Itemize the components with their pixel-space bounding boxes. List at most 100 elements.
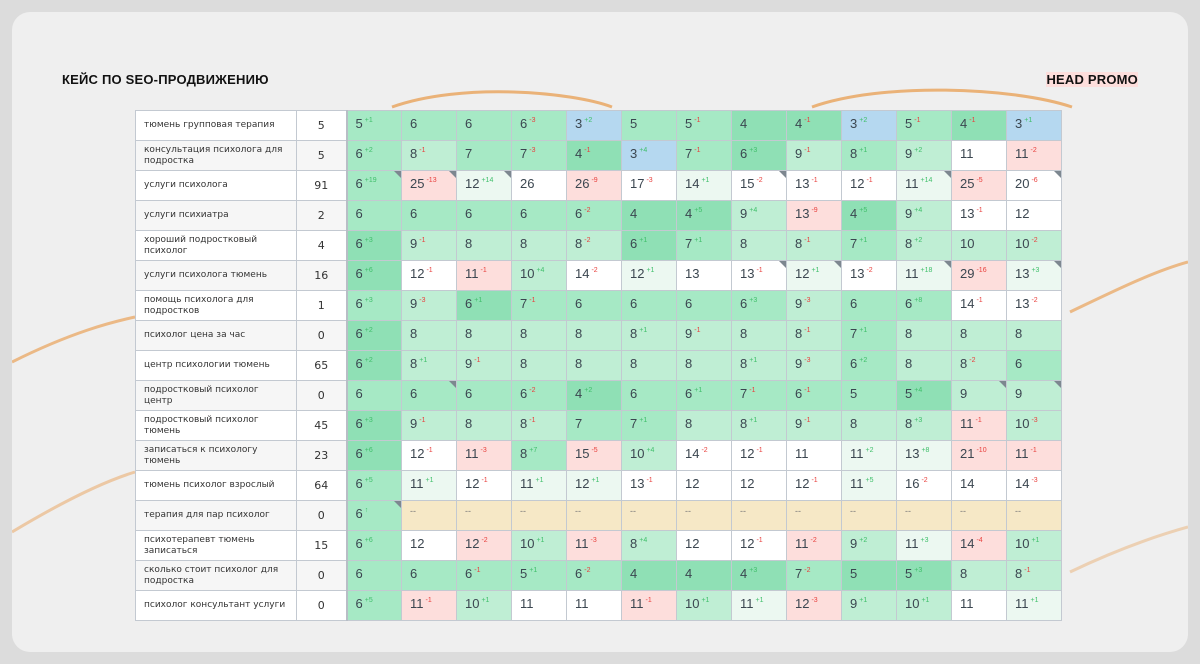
position-cell[interactable]: 12 -1 [731, 440, 787, 471]
position-cell[interactable]: 11 +14 [896, 170, 952, 201]
position-cell[interactable]: 13 [676, 260, 732, 291]
position-cell[interactable]: 7 -1 [511, 290, 567, 321]
position-cell[interactable]: 6 [401, 110, 457, 141]
position-cell[interactable]: 7 -1 [731, 380, 787, 411]
position-cell[interactable]: 8 +1 [401, 350, 457, 381]
position-cell[interactable]: 8 [951, 320, 1007, 351]
position-cell[interactable]: 6 [841, 290, 897, 321]
position-cell[interactable]: 11 +1 [1006, 590, 1062, 621]
position-cell[interactable]: 6 +3 [345, 290, 402, 321]
position-cell[interactable]: 8 [511, 350, 567, 381]
position-cell[interactable]: 25 -13 [401, 170, 457, 201]
position-cell[interactable]: 12 -1 [841, 170, 897, 201]
position-cell[interactable]: 8 -2 [566, 230, 622, 261]
position-cell[interactable]: -- [401, 500, 457, 531]
position-cell[interactable]: 11 -1 [951, 410, 1007, 441]
position-cell[interactable]: 14 -3 [1006, 470, 1062, 501]
position-cell[interactable]: 12 [731, 470, 787, 501]
position-cell[interactable]: 9 -1 [401, 230, 457, 261]
position-cell[interactable]: 15 -5 [566, 440, 622, 471]
position-cell[interactable]: 10 +4 [621, 440, 677, 471]
position-cell[interactable]: 11 +1 [731, 590, 787, 621]
position-cell[interactable]: 13 -2 [841, 260, 897, 291]
position-cell[interactable]: 9 -3 [401, 290, 457, 321]
position-cell[interactable]: 14 -2 [676, 440, 732, 471]
position-cell[interactable]: 6 [1006, 350, 1062, 381]
position-cell[interactable]: 9 -1 [786, 410, 842, 441]
position-cell[interactable]: 9 -1 [786, 140, 842, 171]
position-cell[interactable]: -- [456, 500, 512, 531]
position-cell[interactable]: 12 +1 [621, 260, 677, 291]
position-cell[interactable]: 8 -2 [951, 350, 1007, 381]
position-cell[interactable]: 8 +3 [896, 410, 952, 441]
position-cell[interactable]: 12 [1006, 200, 1062, 231]
position-cell[interactable]: -- [951, 500, 1007, 531]
position-cell[interactable]: -- [841, 500, 897, 531]
position-cell[interactable]: 5 -1 [676, 110, 732, 141]
position-cell[interactable]: 8 -1 [1006, 560, 1062, 591]
position-cell[interactable]: 13 -1 [951, 200, 1007, 231]
position-cell[interactable]: 8 [566, 350, 622, 381]
position-cell[interactable]: 11 [511, 590, 567, 621]
position-cell[interactable]: 8 [511, 230, 567, 261]
position-cell[interactable]: 12 -3 [786, 590, 842, 621]
position-cell[interactable]: 4 [621, 200, 677, 231]
position-cell[interactable]: 15 -2 [731, 170, 787, 201]
position-cell[interactable]: 3 +1 [1006, 110, 1062, 141]
position-cell[interactable]: 10 -3 [1006, 410, 1062, 441]
position-cell[interactable]: 5 [841, 380, 897, 411]
position-cell[interactable]: 5 -1 [896, 110, 952, 141]
position-cell[interactable]: 8 [566, 320, 622, 351]
position-cell[interactable]: 6 [621, 290, 677, 321]
position-cell[interactable]: 21 -10 [951, 440, 1007, 471]
position-cell[interactable]: 6 [566, 290, 622, 321]
position-cell[interactable]: 11 [951, 140, 1007, 171]
position-cell[interactable]: 4 -1 [566, 140, 622, 171]
position-cell[interactable]: 6 [345, 560, 402, 591]
position-cell[interactable]: 10 +1 [896, 590, 952, 621]
position-cell[interactable]: 8 [896, 350, 952, 381]
position-cell[interactable]: 4 -1 [951, 110, 1007, 141]
position-cell[interactable]: 8 +1 [731, 410, 787, 441]
position-cell[interactable]: 6 +3 [345, 230, 402, 261]
position-cell[interactable]: 11 +18 [896, 260, 952, 291]
position-cell[interactable]: 12 -1 [786, 470, 842, 501]
position-cell[interactable]: 26 [511, 170, 567, 201]
position-cell[interactable]: 5 +1 [345, 110, 402, 141]
position-cell[interactable]: 6 -3 [511, 110, 567, 141]
position-cell[interactable]: 13 -1 [731, 260, 787, 291]
position-cell[interactable]: 12 +14 [456, 170, 512, 201]
position-cell[interactable]: 8 -1 [786, 230, 842, 261]
position-cell[interactable]: 9 -1 [401, 410, 457, 441]
position-cell[interactable]: 8 +2 [896, 230, 952, 261]
position-cell[interactable]: 6 +8 [896, 290, 952, 321]
position-cell[interactable]: 4 +3 [731, 560, 787, 591]
position-cell[interactable]: 8 +1 [841, 140, 897, 171]
position-cell[interactable]: 13 -9 [786, 200, 842, 231]
position-cell[interactable]: 6 +2 [841, 350, 897, 381]
position-cell[interactable]: 29 -16 [951, 260, 1007, 291]
position-cell[interactable]: 4 [621, 560, 677, 591]
position-cell[interactable]: 10 +1 [511, 530, 567, 561]
position-cell[interactable]: 12 [676, 530, 732, 561]
position-cell[interactable]: 6 -2 [566, 200, 622, 231]
position-cell[interactable]: 11 [786, 440, 842, 471]
position-cell[interactable]: 12 +1 [786, 260, 842, 291]
position-cell[interactable]: 11 +2 [841, 440, 897, 471]
position-cell[interactable]: 8 +7 [511, 440, 567, 471]
position-cell[interactable]: 9 -1 [456, 350, 512, 381]
position-cell[interactable]: 10 +1 [456, 590, 512, 621]
position-cell[interactable]: 11 -2 [786, 530, 842, 561]
position-cell[interactable]: 5 [841, 560, 897, 591]
position-cell[interactable]: 4 -1 [786, 110, 842, 141]
position-cell[interactable]: 6 +5 [345, 590, 402, 621]
position-cell[interactable]: 6 +2 [345, 140, 402, 171]
position-cell[interactable]: 11 [951, 590, 1007, 621]
position-cell[interactable]: 11 -1 [401, 590, 457, 621]
position-cell[interactable]: 12 [401, 530, 457, 561]
position-cell[interactable]: 14 -4 [951, 530, 1007, 561]
position-cell[interactable]: 9 +1 [841, 590, 897, 621]
position-cell[interactable]: 8 [731, 320, 787, 351]
position-cell[interactable]: 6 +3 [345, 410, 402, 441]
position-cell[interactable]: 6 +1 [621, 230, 677, 261]
